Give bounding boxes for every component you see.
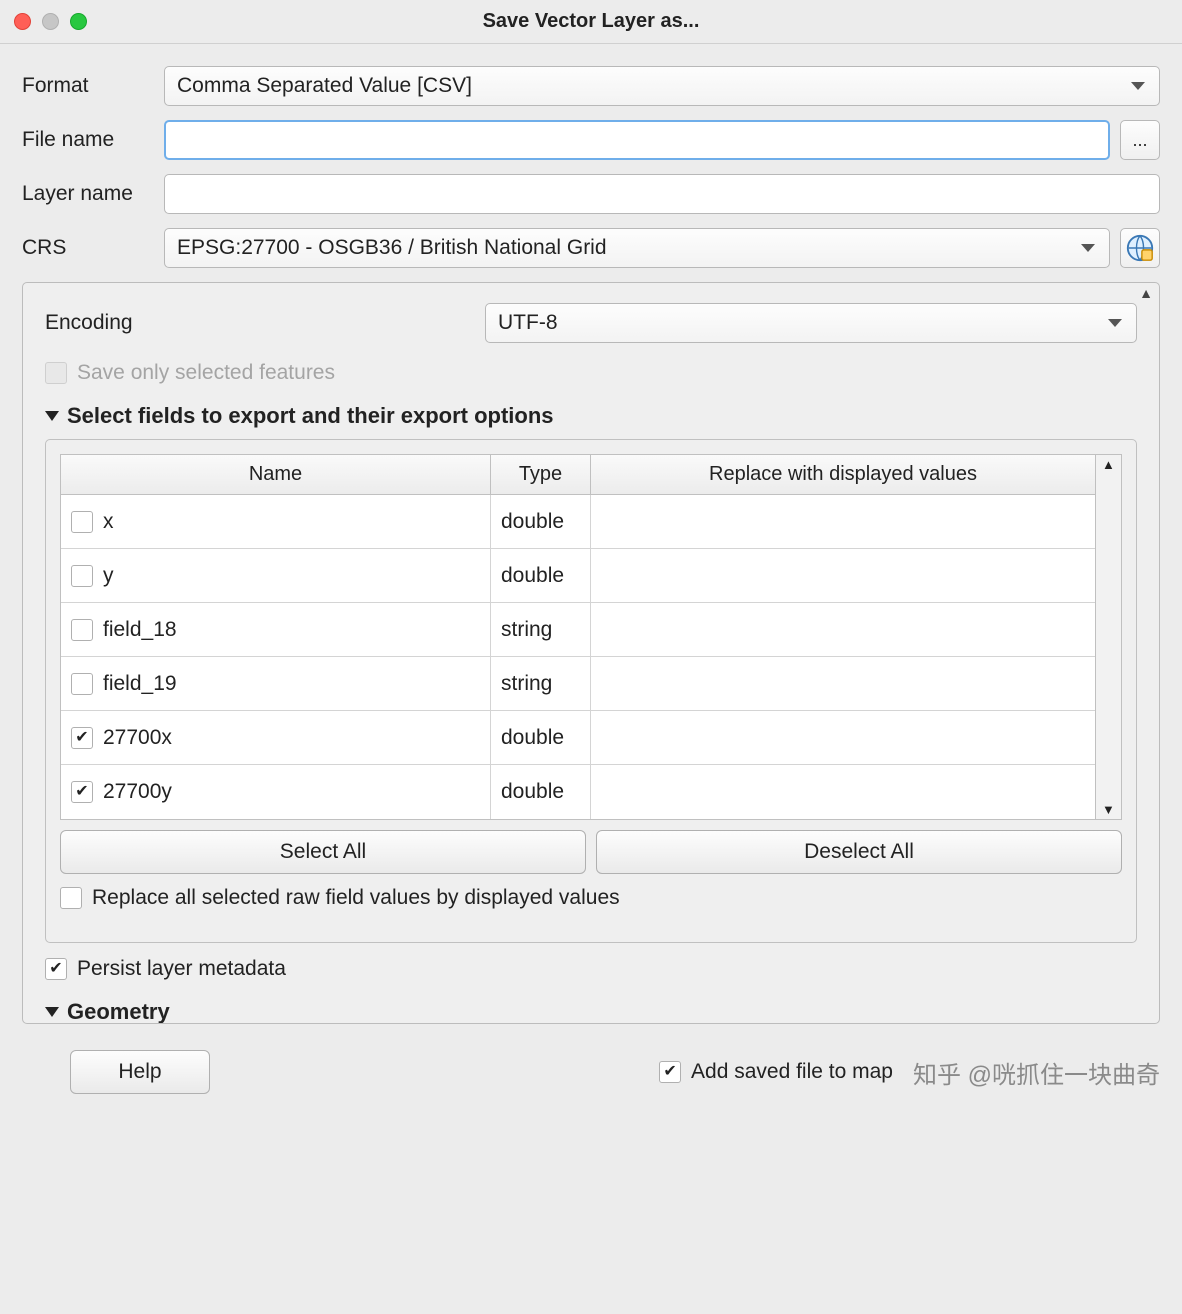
table-row[interactable]: 27700x double bbox=[61, 711, 1095, 765]
window-controls bbox=[14, 13, 87, 30]
field-checkbox[interactable] bbox=[71, 727, 93, 749]
layername-input[interactable] bbox=[164, 174, 1160, 214]
browse-label: ... bbox=[1132, 130, 1147, 151]
close-icon[interactable] bbox=[14, 13, 31, 30]
layername-label: Layer name bbox=[22, 182, 154, 206]
options-panel: ▲ Encoding UTF-8 Save only selected feat… bbox=[22, 282, 1160, 1024]
add-to-map-row[interactable]: Add saved file to map bbox=[659, 1060, 893, 1084]
format-value: Comma Separated Value [CSV] bbox=[177, 74, 472, 98]
table-header: Name Type Replace with displayed values bbox=[61, 455, 1095, 495]
titlebar: Save Vector Layer as... bbox=[0, 0, 1182, 44]
field-name: y bbox=[103, 564, 114, 588]
field-name: field_19 bbox=[103, 672, 177, 696]
encoding-value: UTF-8 bbox=[498, 311, 558, 335]
field-name: field_18 bbox=[103, 618, 177, 642]
field-type: double bbox=[501, 726, 564, 750]
format-label: Format bbox=[22, 74, 154, 98]
add-to-map-label: Add saved file to map bbox=[691, 1060, 893, 1084]
field-name: 27700x bbox=[103, 726, 172, 750]
persist-metadata-checkbox[interactable] bbox=[45, 958, 67, 980]
replace-all-label: Replace all selected raw field values by… bbox=[92, 886, 620, 910]
persist-metadata-label: Persist layer metadata bbox=[77, 957, 286, 981]
field-checkbox[interactable] bbox=[71, 673, 93, 695]
field-type: string bbox=[501, 672, 552, 696]
field-name: 27700y bbox=[103, 780, 172, 804]
encoding-select[interactable]: UTF-8 bbox=[485, 303, 1137, 343]
browse-button[interactable]: ... bbox=[1120, 120, 1160, 160]
field-checkbox[interactable] bbox=[71, 565, 93, 587]
watermark: 知乎 @咣抓住一块曲奇 bbox=[913, 1055, 1160, 1090]
table-row[interactable]: x double bbox=[61, 495, 1095, 549]
save-only-selected-label: Save only selected features bbox=[77, 361, 335, 385]
dialog-body: Format Comma Separated Value [CSV] File … bbox=[0, 44, 1182, 1034]
window-title: Save Vector Layer as... bbox=[0, 10, 1182, 33]
table-row[interactable]: y double bbox=[61, 549, 1095, 603]
replace-all-row[interactable]: Replace all selected raw field values by… bbox=[60, 886, 1122, 910]
scroll-up-icon[interactable]: ▲ bbox=[1139, 285, 1153, 301]
table-row[interactable]: field_19 string bbox=[61, 657, 1095, 711]
field-type: double bbox=[501, 780, 564, 804]
filename-input[interactable] bbox=[164, 120, 1110, 160]
scroll-down-icon: ▼ bbox=[1102, 802, 1115, 817]
select-all-button[interactable]: Select All bbox=[60, 830, 586, 874]
deselect-all-button[interactable]: Deselect All bbox=[596, 830, 1122, 874]
field-checkbox[interactable] bbox=[71, 619, 93, 641]
help-button[interactable]: Help bbox=[70, 1050, 210, 1094]
crs-select[interactable]: EPSG:27700 - OSGB36 / British National G… bbox=[164, 228, 1110, 268]
crs-value: EPSG:27700 - OSGB36 / British National G… bbox=[177, 236, 607, 260]
field-type: double bbox=[501, 510, 564, 534]
persist-metadata-row[interactable]: Persist layer metadata bbox=[45, 957, 1137, 981]
fields-table: Name Type Replace with displayed values … bbox=[60, 454, 1122, 820]
chevron-down-icon bbox=[45, 411, 59, 421]
table-body: xdoubleydoublefield_18stringfield_19stri… bbox=[61, 495, 1095, 819]
add-to-map-checkbox[interactable] bbox=[659, 1061, 681, 1083]
col-replace[interactable]: Replace with displayed values bbox=[591, 455, 1095, 494]
zoom-icon[interactable] bbox=[70, 13, 87, 30]
save-only-selected-checkbox bbox=[45, 362, 67, 384]
table-row[interactable]: field_18 string bbox=[61, 603, 1095, 657]
field-type: string bbox=[501, 618, 552, 642]
table-row[interactable]: 27700y double bbox=[61, 765, 1095, 819]
chevron-down-icon bbox=[1108, 319, 1122, 327]
minimize-icon bbox=[42, 13, 59, 30]
chevron-down-icon bbox=[1081, 244, 1095, 252]
geometry-header[interactable]: Geometry bbox=[45, 999, 1137, 1023]
crs-picker-button[interactable] bbox=[1120, 228, 1160, 268]
field-name: x bbox=[103, 510, 114, 534]
replace-all-checkbox[interactable] bbox=[60, 887, 82, 909]
fields-group: Name Type Replace with displayed values … bbox=[45, 439, 1137, 943]
chevron-down-icon bbox=[1131, 82, 1145, 90]
col-type[interactable]: Type bbox=[491, 455, 591, 494]
chevron-down-icon bbox=[45, 1007, 59, 1017]
crs-label: CRS bbox=[22, 236, 154, 260]
encoding-label: Encoding bbox=[45, 311, 485, 335]
format-select[interactable]: Comma Separated Value [CSV] bbox=[164, 66, 1160, 106]
globe-icon bbox=[1125, 233, 1155, 263]
table-scrollbar[interactable]: ▲ ▼ bbox=[1095, 455, 1121, 819]
dialog-footer: Help Add saved file to map 知乎 @咣抓住一块曲奇 bbox=[0, 1034, 1182, 1124]
scroll-up-icon: ▲ bbox=[1102, 457, 1115, 472]
filename-label: File name bbox=[22, 128, 154, 152]
field-type: double bbox=[501, 564, 564, 588]
save-only-selected-row: Save only selected features bbox=[45, 361, 1137, 385]
field-checkbox[interactable] bbox=[71, 781, 93, 803]
select-fields-header[interactable]: Select fields to export and their export… bbox=[45, 403, 1137, 429]
field-checkbox[interactable] bbox=[71, 511, 93, 533]
col-name[interactable]: Name bbox=[61, 455, 491, 494]
